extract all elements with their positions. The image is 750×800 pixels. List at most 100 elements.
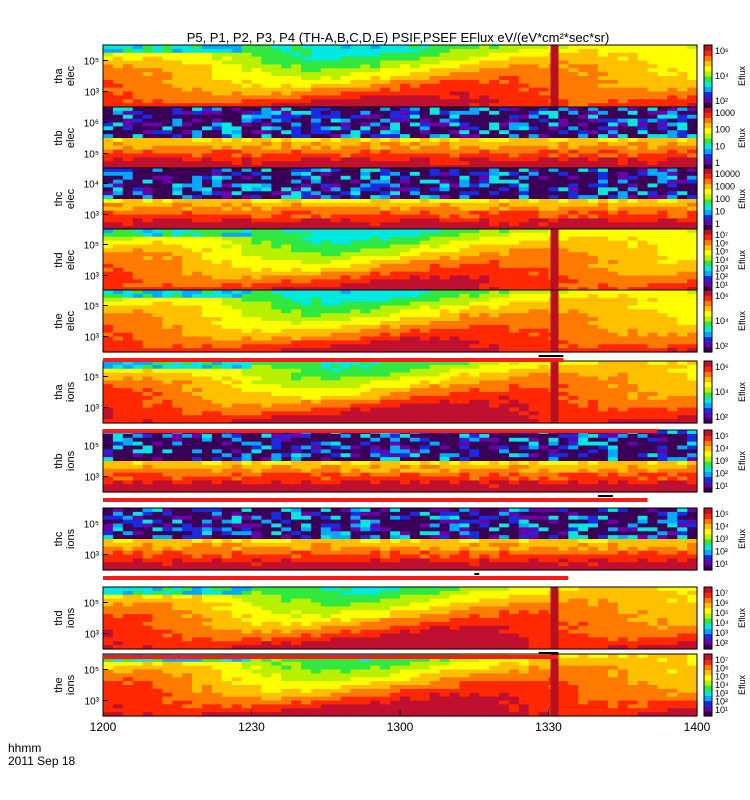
spectrogram-cell — [637, 340, 649, 345]
spectrogram-cell — [558, 187, 569, 192]
spectrogram-cell — [518, 283, 530, 288]
spectrogram-cell — [548, 118, 559, 124]
spectrogram-cell — [647, 283, 658, 288]
chart-title: P5, P1, P2, P3, P4 (TH-A,B,C,D,E) PSIF,P… — [187, 30, 610, 45]
spectrogram-cell — [538, 126, 550, 131]
spectrogram-cell — [459, 60, 470, 65]
spectrogram-cell — [489, 309, 500, 314]
spectrogram-cell — [152, 161, 163, 166]
spectrogram-cell — [202, 336, 213, 341]
spectrogram-cell — [409, 324, 421, 330]
spectrogram-cell — [251, 134, 262, 139]
spectrogram-cell — [568, 226, 579, 231]
spectrogram-cell — [370, 103, 381, 108]
spectrogram-cell — [360, 175, 371, 181]
spectrogram-cell — [459, 279, 470, 284]
spectrogram-cell — [687, 114, 698, 120]
spectrogram-cell — [617, 240, 629, 246]
spectrogram-cell — [578, 293, 589, 299]
spectrogram-cell — [588, 287, 599, 292]
spectrogram-cell — [667, 99, 678, 104]
spectrogram-cell — [360, 328, 371, 334]
spectrogram-cell — [617, 149, 629, 155]
spectrogram-cell — [202, 244, 213, 249]
spectrogram-cell — [192, 48, 203, 54]
spectrogram-cell — [598, 157, 609, 162]
spectrogram-cell — [380, 130, 391, 135]
spectrogram-cell — [568, 110, 579, 116]
spectrogram-cell — [459, 179, 470, 185]
colorbar-segment — [704, 300, 712, 307]
spectrogram-cell — [409, 252, 421, 257]
spectrogram-cell — [538, 252, 550, 257]
spectrogram-cell — [687, 157, 698, 162]
spectrogram-cell — [320, 76, 332, 81]
spectrogram-cell — [528, 229, 540, 234]
spectrogram-cell — [588, 141, 599, 147]
spectrogram-cell — [637, 271, 649, 277]
spectrogram-cell — [637, 229, 649, 234]
spectrogram-cell — [617, 321, 629, 326]
spectrogram-cell — [231, 72, 243, 77]
spectrogram-cell — [370, 191, 381, 196]
spectrogram-cell — [588, 76, 599, 81]
spectrogram-cell — [479, 95, 490, 100]
spectrogram-cell — [439, 45, 451, 50]
spectrogram-cell — [162, 313, 173, 318]
spectrogram-cell — [241, 64, 253, 69]
spectrogram-cell — [390, 52, 401, 58]
spectrogram-cell — [112, 395, 124, 401]
spectrogram-cell — [172, 45, 183, 50]
spectrogram-cell — [607, 336, 619, 341]
colorbar-segment — [704, 346, 712, 353]
spectrogram-cell — [578, 309, 589, 314]
spectrogram-cell — [419, 161, 431, 166]
spectrogram-cell — [291, 134, 302, 139]
spectrogram-cell — [588, 206, 599, 212]
spectrogram-cell — [439, 236, 451, 242]
spectrogram-cell — [192, 279, 203, 284]
spectrogram-cell — [122, 222, 134, 227]
spectrogram-cell — [677, 48, 688, 54]
spectrogram-cell — [667, 348, 678, 353]
spectrogram-cell — [439, 232, 451, 238]
spectrogram-cell — [617, 336, 629, 341]
spectrogram-cell — [291, 214, 302, 219]
spectrogram-cell — [647, 87, 658, 93]
spectrogram-cell — [489, 52, 500, 58]
spectrogram-cell — [687, 64, 698, 69]
spectrogram-cell — [419, 301, 431, 307]
spectrogram-cell — [518, 91, 530, 96]
spectrogram-cell — [419, 122, 431, 127]
spectrogram-cell — [301, 260, 312, 265]
spectrogram-cell — [538, 153, 550, 158]
spectrogram-cell — [687, 153, 698, 158]
spectrogram-cell — [251, 287, 262, 292]
spectrogram-cell — [301, 72, 312, 77]
spectrogram-cell — [548, 145, 559, 151]
spectrogram-cell — [350, 226, 361, 231]
spectrogram-cell — [231, 145, 243, 151]
spectrogram-cell — [142, 48, 154, 54]
spectrogram-cell — [370, 256, 381, 261]
spectrogram-cell — [310, 324, 322, 330]
spectrogram-cell — [301, 45, 312, 50]
spectrogram-cell — [390, 183, 401, 188]
spectrogram-cell — [459, 68, 470, 73]
spectrogram-cell — [162, 244, 173, 249]
spectrogram-cell — [439, 202, 451, 208]
spectrogram-cell — [330, 324, 342, 330]
spectrogram-cell — [528, 344, 540, 349]
spectrogram-cell — [182, 324, 193, 330]
spectrogram-cell — [419, 145, 431, 151]
spectrogram-cell — [647, 187, 658, 192]
spectrogram-cell — [330, 214, 342, 219]
spectrogram-cell — [489, 187, 500, 192]
spectrogram-cell — [211, 95, 223, 100]
spectrogram-cell — [340, 206, 352, 212]
spectrogram-cell — [350, 297, 361, 303]
spectrogram-cell — [598, 222, 609, 227]
spectrogram-cell — [558, 332, 569, 338]
spectrogram-cell — [330, 95, 342, 100]
